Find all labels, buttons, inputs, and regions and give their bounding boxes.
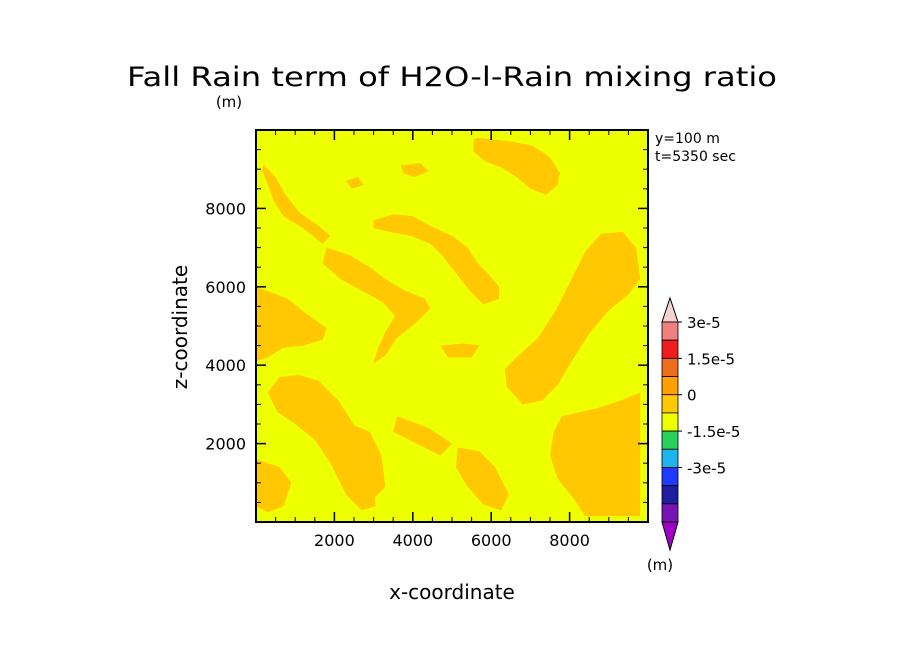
colorbar-box [661, 376, 679, 396]
contour-region-12 [440, 343, 480, 358]
colorbar-label: 1.5e-5 [687, 350, 735, 368]
chart-title-unit: (m) [216, 93, 242, 111]
colorbar-box [661, 357, 679, 377]
x-axis-ticks: 2000 4000 6000 8000 [314, 130, 590, 550]
contour-region-1 [473, 137, 560, 195]
colorbar-box [661, 485, 679, 505]
colorbar-box [661, 394, 679, 414]
contour-region-11 [393, 416, 452, 456]
colorbar-box [661, 503, 679, 523]
x-tick-label: 8000 [549, 531, 590, 550]
annotation-time: t=5350 sec [655, 149, 736, 165]
minor-ticks [256, 130, 648, 522]
contour-region-4 [322, 247, 431, 364]
contour-region-5 [256, 286, 327, 362]
contour-region-15 [346, 177, 364, 189]
colorbar-label: -1.5e-5 [687, 423, 740, 441]
colorbar-box [661, 448, 679, 468]
colorbar-unit: (m) [647, 556, 673, 574]
plot-area [255, 129, 649, 523]
colorbar-box [661, 321, 679, 341]
contour-region-7 [256, 459, 292, 513]
colorbar-box [661, 412, 679, 432]
y-tick-label: 2000 [205, 435, 246, 454]
colorbar-box [661, 430, 679, 450]
contour-region-8 [504, 231, 641, 405]
contour-region-2 [373, 214, 499, 305]
contour-region-14 [401, 163, 429, 177]
colorbar-label: -3e-5 [687, 459, 726, 477]
contour-region-9 [550, 392, 641, 517]
chart-title: Fall Rain term of H2O-l-Rain mixing rati… [127, 62, 777, 93]
x-tick-label: 2000 [314, 531, 355, 550]
colorbar-label: 0 [687, 387, 697, 405]
y-tick-label: 6000 [205, 278, 246, 297]
colorbar-box [661, 467, 679, 487]
contour-region-3 [261, 165, 331, 244]
colorbar-lower-arrow [661, 521, 679, 552]
x-tick-label: 4000 [392, 531, 433, 550]
y-axis-ticks: 2000 4000 6000 8000 [205, 199, 648, 454]
x-axis-label: x-coordinate [389, 580, 515, 604]
colorbar-label: 3e-5 [687, 314, 721, 332]
colorbar-upper-arrow [661, 296, 679, 323]
annotation-y-position: y=100 m [655, 131, 720, 147]
contour-region-13 [350, 424, 386, 499]
y-axis-label: z-coordinate [168, 265, 192, 389]
y-tick-label: 8000 [205, 199, 246, 218]
colorbar: 3e-5 1.5e-5 0 -1.5e-5 -3e-5 [661, 296, 740, 552]
colorbar-box [661, 339, 679, 359]
contour-region-10 [455, 447, 509, 511]
x-tick-label: 6000 [471, 531, 512, 550]
y-tick-label: 4000 [205, 356, 246, 375]
contour-region-6 [267, 375, 376, 511]
